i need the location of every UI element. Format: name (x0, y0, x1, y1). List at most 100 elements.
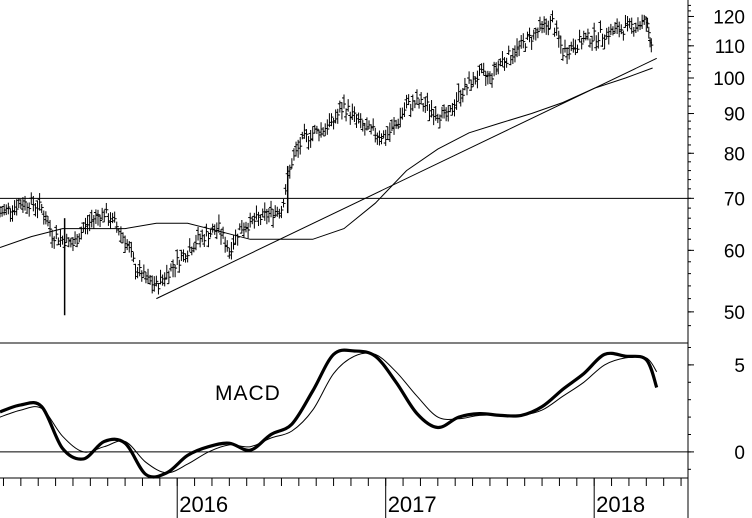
x-year-label: 2016 (179, 492, 228, 517)
ohlc-bar (314, 125, 319, 135)
ohlc-bar (402, 102, 407, 118)
ohlc-bar (156, 282, 161, 295)
ohlc-bar (437, 114, 442, 129)
ohlc-bar (216, 214, 221, 233)
trendline (156, 57, 657, 300)
price-ytick-label: 90 (724, 105, 745, 126)
ohlc-bar (371, 118, 376, 131)
price-ytick-label: 120 (713, 7, 745, 28)
ohlc-bar (523, 43, 528, 52)
ohlc-bar (352, 106, 357, 122)
x-year-label: 2017 (388, 492, 437, 517)
ohlc-bar (465, 84, 470, 96)
ohlc-bar (173, 264, 178, 278)
ohlc-bar (598, 20, 603, 33)
moving-average-line (0, 67, 653, 248)
ohlc-bar (506, 45, 511, 56)
ohlc-bar (560, 48, 565, 61)
ohlc-bar (546, 20, 551, 36)
ohlc-bar (535, 27, 540, 39)
price-ytick-label: 100 (713, 69, 745, 90)
ohlc-bar (554, 20, 559, 36)
ohlc-bar (358, 113, 363, 129)
x-year-label: 2018 (596, 492, 645, 517)
ohlc-bar (504, 57, 509, 68)
ohlc-bar (154, 275, 159, 287)
ohlc-bar (185, 250, 190, 263)
ohlc-bar (166, 270, 171, 285)
ohlc-bar (342, 94, 346, 109)
ohlc-bar (460, 88, 465, 103)
ohlc-bar (387, 122, 392, 142)
ohlc-bar (619, 24, 624, 35)
macd-panel: 05 (0, 346, 745, 479)
ohlc-bar (129, 241, 134, 258)
ohlc-bar (175, 249, 180, 265)
ohlc-bar (629, 17, 634, 34)
ohlc-bar (298, 137, 303, 155)
ohlc-bar (27, 202, 32, 217)
ohlc-bar (114, 221, 119, 233)
ohlc-bar (490, 73, 495, 88)
ohlc-bar (79, 226, 84, 240)
macd-ytick-label: 5 (734, 356, 745, 377)
ohlc-bar (52, 236, 57, 249)
ohlc-bar (23, 195, 28, 211)
ohlc-bar (649, 38, 654, 53)
ohlc-bar (346, 99, 351, 112)
ohlc-bar (131, 252, 136, 263)
ohlc-bar (344, 108, 349, 122)
ohlc-bar (235, 233, 240, 246)
ohlc-bar (550, 10, 555, 23)
price-ytick-label: 80 (724, 144, 745, 165)
macd-line (0, 348, 659, 479)
ohlc-bar (575, 44, 580, 54)
price-ytick-label: 110 (715, 37, 745, 58)
ohlc-bar (527, 27, 532, 43)
ohlc-bar (567, 45, 572, 60)
ohlc-bar (406, 94, 411, 106)
ohlc-bar (335, 108, 340, 124)
ohlc-bar (419, 92, 424, 104)
ohlc-bar (585, 28, 590, 41)
ohlc-bar (606, 26, 611, 45)
ohlc-bar (325, 119, 330, 135)
ohlc-bar (6, 202, 11, 215)
ohlc-bar (141, 264, 146, 278)
price-ytick-label: 50 (724, 303, 745, 324)
ohlc-bar (469, 79, 474, 91)
ohlc-bar (229, 241, 234, 260)
ohlc-bar (221, 226, 226, 239)
ohlc-bar (289, 158, 294, 169)
macd-ytick-label: 0 (734, 443, 745, 464)
macd-annotation: MACD (215, 382, 281, 405)
ohlc-bar (204, 223, 209, 237)
ohlc-bar (14, 199, 19, 216)
ohlc-bar (379, 133, 384, 145)
ohlc-bar (252, 212, 257, 229)
ohlc-bar (521, 33, 526, 49)
ohlc-bar (70, 237, 75, 252)
ohlc-bar (602, 34, 607, 50)
ohlc-bar (279, 205, 284, 219)
ohlc-bar (48, 219, 53, 237)
ohlc-bar (646, 26, 651, 39)
ohlc-bar (592, 22, 597, 41)
ohlc-bar (37, 193, 42, 211)
ohlc-bar (104, 202, 109, 214)
ohlc-bar (246, 222, 251, 239)
ohlc-bar (579, 37, 584, 50)
ohlc-bar (137, 260, 142, 277)
ohlc-bar (281, 199, 286, 208)
ohlc-bar (339, 102, 344, 120)
ohlc-bar (596, 32, 601, 49)
ohlc-bar (193, 234, 198, 251)
ohlc-bar (558, 35, 563, 54)
ohlc-bar (645, 17, 650, 29)
ohlc-bar (475, 70, 480, 89)
ohlc-bar (529, 36, 534, 50)
ohlc-bar (208, 228, 213, 238)
ohlc-bar (225, 240, 230, 252)
